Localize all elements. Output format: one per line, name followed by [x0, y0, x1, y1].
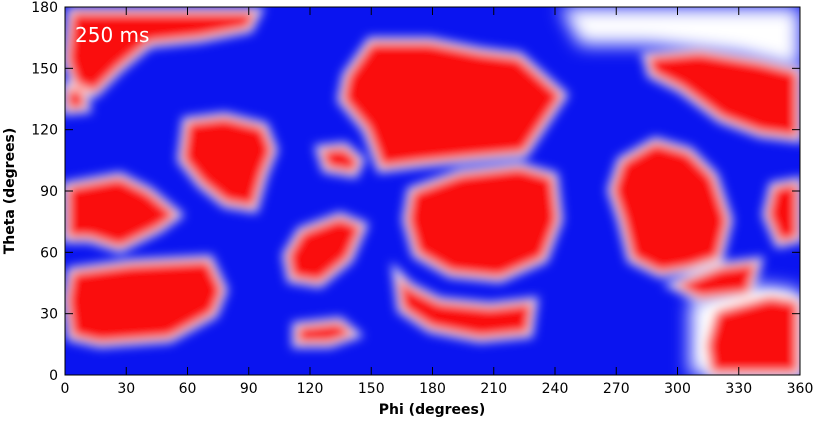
y-tick-label: 90	[40, 184, 58, 200]
red-region	[65, 81, 92, 116]
red-region	[401, 161, 564, 284]
x-tick-label: 330	[725, 381, 752, 397]
x-tick-label: 300	[664, 381, 691, 397]
heatmap-blobs	[65, 7, 800, 375]
red-region	[281, 211, 369, 289]
y-tick-label: 30	[40, 307, 58, 323]
x-tick-label: 210	[480, 381, 507, 397]
red-region	[701, 291, 800, 375]
x-tick-label: 360	[787, 381, 814, 397]
x-tick-label: 0	[61, 381, 70, 397]
y-axis-label: Theta (degrees)	[2, 128, 18, 255]
red-region	[336, 37, 569, 174]
x-tick-label: 180	[419, 381, 446, 397]
red-region	[606, 136, 734, 279]
red-region	[292, 316, 364, 348]
x-tick-label: 60	[179, 381, 197, 397]
x-tick-label: 90	[240, 381, 258, 397]
x-axis-label: Phi (degrees)	[379, 402, 485, 418]
x-tick-label: 150	[358, 381, 385, 397]
red-region	[65, 254, 229, 349]
x-tick-label: 240	[542, 381, 569, 397]
red-region	[65, 7, 265, 99]
x-tick-label: 270	[603, 381, 630, 397]
y-tick-label: 0	[49, 368, 58, 384]
heatmap-field	[65, 7, 800, 375]
red-region	[761, 176, 800, 249]
y-tick-label: 180	[31, 0, 58, 16]
red-region	[390, 261, 539, 344]
y-tick-label: 60	[40, 245, 58, 261]
red-region	[314, 141, 366, 179]
x-tick-label: 120	[297, 381, 324, 397]
red-region	[641, 46, 800, 144]
y-tick-label: 150	[31, 61, 58, 77]
red-region	[176, 111, 279, 214]
red-region	[662, 256, 765, 304]
y-tick-label: 120	[31, 123, 58, 139]
x-tick-label: 30	[117, 381, 135, 397]
red-region	[65, 171, 185, 254]
annotation: 250 ms	[75, 23, 149, 47]
